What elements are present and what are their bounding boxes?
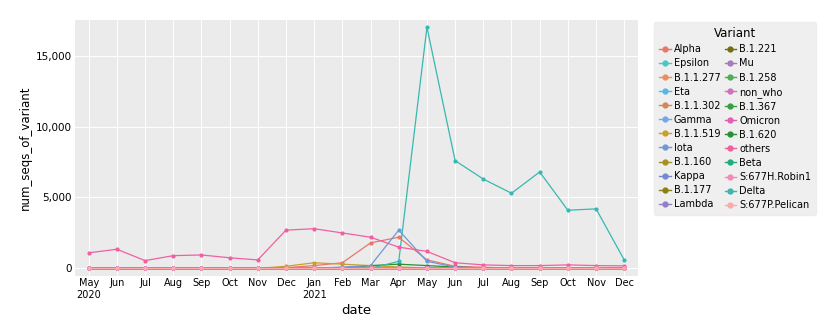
Y-axis label: num_seqs_of_variant: num_seqs_of_variant <box>18 86 31 210</box>
Legend: Alpha, Epsilon, B.1.1.277, Eta, B.1.1.302, Gamma, B.1.1.519, Iota, B.1.160, Kapp: Alpha, Epsilon, B.1.1.277, Eta, B.1.1.30… <box>653 23 815 215</box>
X-axis label: date: date <box>341 304 371 317</box>
